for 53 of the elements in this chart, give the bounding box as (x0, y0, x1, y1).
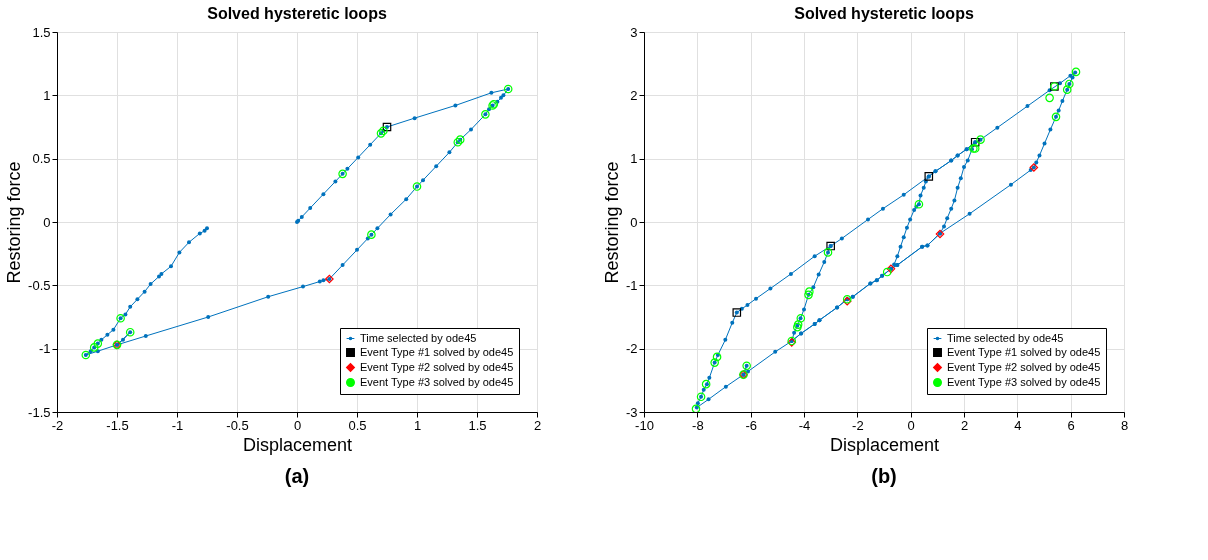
y-tick-label: 0 (43, 214, 51, 230)
legend-label: Event Type #1 solved by ode45 (947, 345, 1101, 358)
x-tick-label: 1 (413, 417, 422, 433)
point (1045, 93, 1054, 103)
x-tick-label: -8 (692, 417, 704, 433)
point (712, 352, 722, 362)
x-tick-label: 4 (1014, 417, 1022, 433)
x-tick-label: 0 (907, 417, 915, 433)
legend-label: Event Type #1 solved by ode45 (360, 345, 514, 358)
x-tick-label: 8 (1120, 417, 1129, 433)
text: (b) (871, 465, 897, 487)
x-tick-label: -10 (635, 417, 654, 433)
point (805, 287, 814, 296)
y-tick-label: -3 (625, 404, 638, 420)
legend-label: Time selected by ode45 (360, 331, 477, 344)
legend-label: Event Type #2 solved by ode45 (947, 360, 1101, 373)
legend-label: Time selected by ode45 (947, 331, 1064, 344)
chart-title: Solved hysteretic loops (207, 5, 387, 22)
x-tick-label: -2 (852, 417, 864, 433)
x-tick-label: 2 (533, 417, 542, 433)
x-tick-label: -1.5 (106, 417, 129, 433)
y-tick-label: 0 (630, 214, 638, 230)
x-tick-label: 1.5 (468, 417, 487, 433)
y-tick-label: -0.5 (28, 277, 51, 293)
point (793, 322, 802, 332)
y-tick-label: -1 (625, 277, 638, 293)
point (882, 267, 892, 277)
x-axis-title: Displacement (829, 434, 940, 455)
y-tick-label: 0.5 (32, 151, 51, 167)
y-axis-title: Restoring force (601, 161, 622, 284)
y-tick-label: 1.5 (32, 24, 51, 40)
x-tick-label: 6 (1067, 417, 1075, 433)
y-tick-label: -1.5 (28, 404, 51, 420)
legend-label: Event Type #2 solved by ode45 (360, 360, 514, 373)
y-tick-label: -1 (38, 341, 51, 357)
y-tick-label: -2 (625, 341, 638, 357)
y-tick-label: 2 (630, 87, 638, 103)
text: (a) (284, 465, 310, 487)
legend-label: Event Type #3 solved by ode45 (947, 375, 1101, 388)
chart-title: Solved hysteretic loops (794, 5, 974, 22)
x-tick-label: 0 (293, 417, 302, 433)
y-tick-label: 3 (630, 24, 638, 40)
y-axis-title: Restoring force (4, 161, 25, 284)
x-tick-label: -0.5 (226, 417, 249, 433)
x-tick-label: 2 (960, 417, 969, 433)
y-tick-label: 1 (630, 151, 638, 167)
x-tick-label: -4 (798, 417, 811, 433)
x-tick-label: 0.5 (348, 417, 367, 433)
x-axis-title: Displacement (242, 434, 353, 455)
y-tick-label: 1 (43, 87, 51, 103)
x-tick-label: -6 (745, 417, 757, 433)
legend-label: Event Type #3 solved by ode45 (360, 375, 514, 388)
x-tick-label: -1 (171, 417, 184, 433)
